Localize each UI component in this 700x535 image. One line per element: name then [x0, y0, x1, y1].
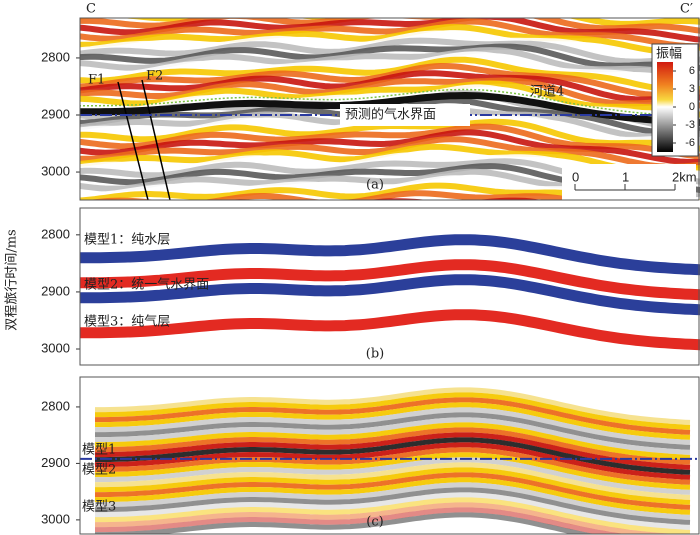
section-start: C: [86, 2, 96, 17]
model-layer: [80, 274, 700, 316]
synthetic-event: [95, 422, 691, 460]
synthetic-event: [95, 447, 691, 485]
reflector: [80, 51, 700, 88]
reflector: [75, 0, 700, 8]
y-tick-label: 2800: [41, 226, 70, 241]
reflector: [75, 0, 700, 14]
fault-f1: [117, 81, 149, 200]
synthetic-event: [95, 467, 691, 505]
reflector: [80, 136, 700, 170]
model-label: 模型1: [82, 443, 116, 458]
synthetic-event: [95, 427, 691, 465]
panel-c: [80, 377, 700, 534]
model-label: 模型1：纯水层: [84, 233, 170, 248]
synthetic-event: [95, 402, 691, 440]
colorbar-title: 振幅: [656, 47, 682, 62]
model-label: 模型2: [82, 463, 116, 478]
reflector: [80, 129, 700, 165]
synthetic-event: [95, 487, 691, 525]
reflector: [80, 77, 700, 109]
overlay: 2800 2900 3000 F1 F2 河道4 预测的气水界面 振幅 6 3 0 -3 -6 0 1 2km…: [41, 17, 700, 535]
model-layer: [80, 309, 700, 351]
reflector: [80, 47, 700, 81]
synthetic-event: [95, 442, 691, 480]
synthetic-event: [95, 472, 691, 510]
y-tick-label: 2900: [41, 283, 70, 298]
panel-frame: [79, 376, 700, 535]
y-tick-label: 2900: [41, 455, 70, 470]
reflector: [80, 37, 700, 65]
scale-frame: [562, 164, 696, 200]
synthetic-event: [95, 507, 625, 534]
reflector: [80, 30, 700, 60]
synthetic-event: [95, 477, 691, 515]
synthetic-event: [95, 482, 691, 520]
synthetic-event: [95, 462, 691, 500]
reflector: [80, 143, 700, 175]
y-tick-label: 3000: [41, 511, 70, 526]
reflector: [80, 56, 700, 93]
y-tick-label: 2800: [41, 398, 70, 413]
synthetic-event: [95, 412, 691, 450]
model-label: 模型2：统一气水界面: [84, 277, 209, 293]
synthetic-event: [95, 492, 691, 530]
reflector: [80, 18, 700, 50]
panel-label: (c): [366, 515, 383, 530]
panel-frame: [79, 17, 700, 201]
colorbar: [657, 62, 673, 152]
synthetic-event: [95, 407, 691, 445]
panel-label: (b): [366, 347, 384, 362]
reflector: [80, 80, 700, 118]
model-layer: [80, 234, 700, 276]
scale-label: 1: [622, 169, 629, 184]
synthetic-event: [95, 397, 691, 435]
colorbar-tick-label: -6: [685, 137, 695, 149]
reflector: [609, 18, 700, 22]
reflector: [80, 70, 700, 103]
colorbar-tick-label: 0: [689, 101, 695, 113]
section-end: C′: [680, 2, 693, 17]
reflector: [80, 43, 700, 72]
synthetic-event: [95, 457, 691, 495]
synthetic-event: [95, 452, 691, 490]
colorbar-tick-label: -3: [685, 119, 695, 131]
fault-f2: [141, 79, 171, 200]
colorbar-tick-label: 6: [689, 65, 695, 77]
annotation: F1: [88, 73, 105, 88]
y-axis-label: 双程旅行时间/ms: [5, 229, 20, 330]
panel-frame: [79, 207, 700, 366]
annotation: F2: [146, 69, 163, 84]
scale-label: 0: [572, 169, 579, 184]
synthetic-event: [95, 437, 691, 475]
y-tick-label: 2900: [41, 106, 70, 121]
reflector: [80, 24, 700, 55]
scale-label: 2km: [672, 169, 697, 184]
model-layer: [80, 259, 700, 301]
reflector: [80, 18, 700, 43]
annotation: 河道4: [530, 85, 564, 100]
synthetic-event: [95, 392, 691, 430]
annotation: 预测的气水界面: [345, 107, 436, 123]
reflector: [75, 0, 700, 2]
model-label: 模型3：纯气层: [84, 314, 170, 330]
model-label: 模型3: [82, 500, 116, 515]
y-tick-label: 3000: [41, 163, 70, 178]
panel-label: (a): [366, 178, 384, 193]
synthetic-event: [95, 417, 691, 455]
synthetic-event: [95, 512, 595, 534]
synthetic-event: [95, 502, 676, 534]
colorbar-tick-label: 3: [689, 83, 695, 95]
y-tick-label: 3000: [41, 340, 70, 355]
reflector: [80, 123, 700, 160]
synthetic-event: [95, 432, 691, 470]
channel-outline: [80, 88, 700, 118]
panel-b: [80, 208, 700, 365]
synthetic-event: [95, 387, 691, 425]
synthetic-event: [95, 497, 691, 534]
reflector: [88, 190, 584, 200]
label-box: [340, 104, 470, 126]
y-tick-label: 2800: [41, 49, 70, 64]
